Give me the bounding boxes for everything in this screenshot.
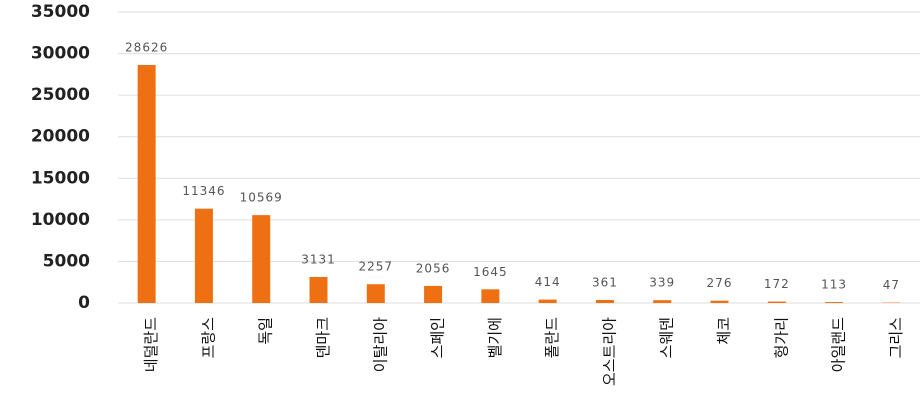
- x-tick-label: 아일랜드: [830, 317, 848, 372]
- bar: [710, 300, 729, 303]
- bar: [538, 299, 557, 303]
- value-label: 11346: [182, 184, 225, 198]
- x-tick-label: 폴란드: [543, 317, 561, 359]
- bar: [309, 276, 328, 303]
- value-label: 172: [764, 277, 790, 291]
- value-label: 47: [883, 278, 900, 292]
- y-tick-label: 35000: [31, 2, 90, 22]
- bar: [825, 302, 844, 303]
- x-tick-label: 이탈리아: [371, 317, 389, 372]
- value-label: 276: [707, 276, 733, 290]
- bar: [767, 301, 786, 303]
- x-tick-label: 덴마크: [314, 317, 332, 358]
- y-tick-label: 20000: [31, 127, 90, 147]
- value-label: 1645: [473, 265, 508, 279]
- bar: [653, 300, 672, 303]
- bar: [424, 285, 443, 303]
- value-label: 361: [592, 275, 618, 289]
- value-label: 10569: [240, 191, 283, 205]
- x-tick-label: 벨기에: [486, 317, 504, 358]
- value-label: 2257: [359, 260, 394, 274]
- y-tick-label: 30000: [31, 44, 90, 64]
- bar: [137, 64, 156, 303]
- bar: [481, 289, 500, 303]
- y-tick-label: 5000: [43, 251, 90, 271]
- x-tick-label: 네덜란드: [142, 317, 160, 372]
- x-tick-label: 오스트리아: [600, 317, 618, 386]
- value-label: 2056: [416, 261, 451, 275]
- y-tick-label: 10000: [31, 210, 90, 230]
- y-tick-label: 15000: [31, 168, 90, 188]
- x-tick-label: 그리스: [887, 317, 905, 359]
- x-tick-label: 스페인: [429, 317, 447, 358]
- x-tick-label: 체코: [715, 317, 733, 345]
- value-label: 339: [649, 276, 675, 290]
- value-label: 113: [821, 278, 847, 292]
- value-label: 3131: [301, 252, 336, 266]
- y-tick-label: 25000: [31, 85, 90, 105]
- x-tick-label: 독일: [257, 317, 275, 345]
- x-tick-label: 헝가리: [772, 317, 790, 358]
- bar: [194, 208, 213, 303]
- value-label: 414: [535, 275, 561, 289]
- bar: [366, 284, 385, 303]
- bar: [595, 299, 614, 303]
- bar: [252, 215, 271, 303]
- value-label: 28626: [125, 40, 168, 54]
- x-tick-label: 스웨덴: [658, 317, 676, 358]
- x-tick-label: 프랑스: [199, 317, 217, 359]
- y-tick-label: 0: [78, 293, 90, 313]
